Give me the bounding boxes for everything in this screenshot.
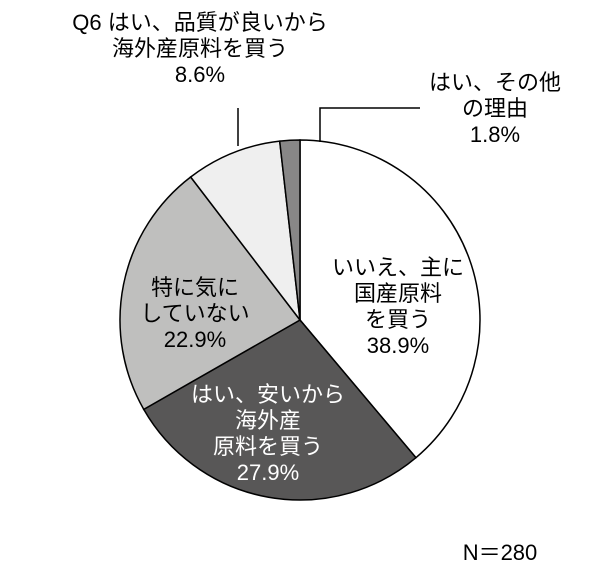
svg-text:Q6 はい、品質が良いから: Q6 はい、品質が良いから bbox=[72, 10, 327, 35]
svg-text:38.9%: 38.9% bbox=[367, 333, 429, 358]
svg-text:原料を買う: 原料を買う bbox=[213, 434, 323, 459]
svg-text:はい、安いから: はい、安いから bbox=[191, 382, 345, 407]
pie-chart: いいえ、主に国産原料を買う38.9%はい、安いから海外産原料を買う27.9%特に… bbox=[0, 0, 600, 580]
label-yes_quality: Q6 はい、品質が良いから海外産原料を買う8.6% bbox=[72, 10, 327, 87]
svg-text:8.6%: 8.6% bbox=[175, 62, 225, 87]
label-yes_other: はい、その他の理由1.8% bbox=[429, 70, 561, 147]
svg-text:を買う: を買う bbox=[365, 307, 431, 332]
svg-text:特に気に: 特に気に bbox=[151, 275, 239, 300]
svg-text:1.8%: 1.8% bbox=[470, 122, 520, 147]
svg-text:海外産: 海外産 bbox=[235, 408, 301, 433]
svg-text:の理由: の理由 bbox=[462, 96, 528, 121]
leader-yes_other bbox=[320, 108, 420, 142]
svg-text:27.9%: 27.9% bbox=[237, 460, 299, 485]
svg-text:22.9%: 22.9% bbox=[164, 327, 226, 352]
svg-text:海外産原料を買う: 海外産原料を買う bbox=[112, 36, 288, 61]
svg-text:していない: していない bbox=[140, 301, 249, 326]
svg-text:はい、その他: はい、その他 bbox=[429, 70, 561, 95]
svg-text:いいえ、主に: いいえ、主に bbox=[332, 255, 464, 280]
svg-text:国産原料: 国産原料 bbox=[354, 281, 442, 306]
sample-size-label: N＝280 bbox=[463, 540, 538, 565]
